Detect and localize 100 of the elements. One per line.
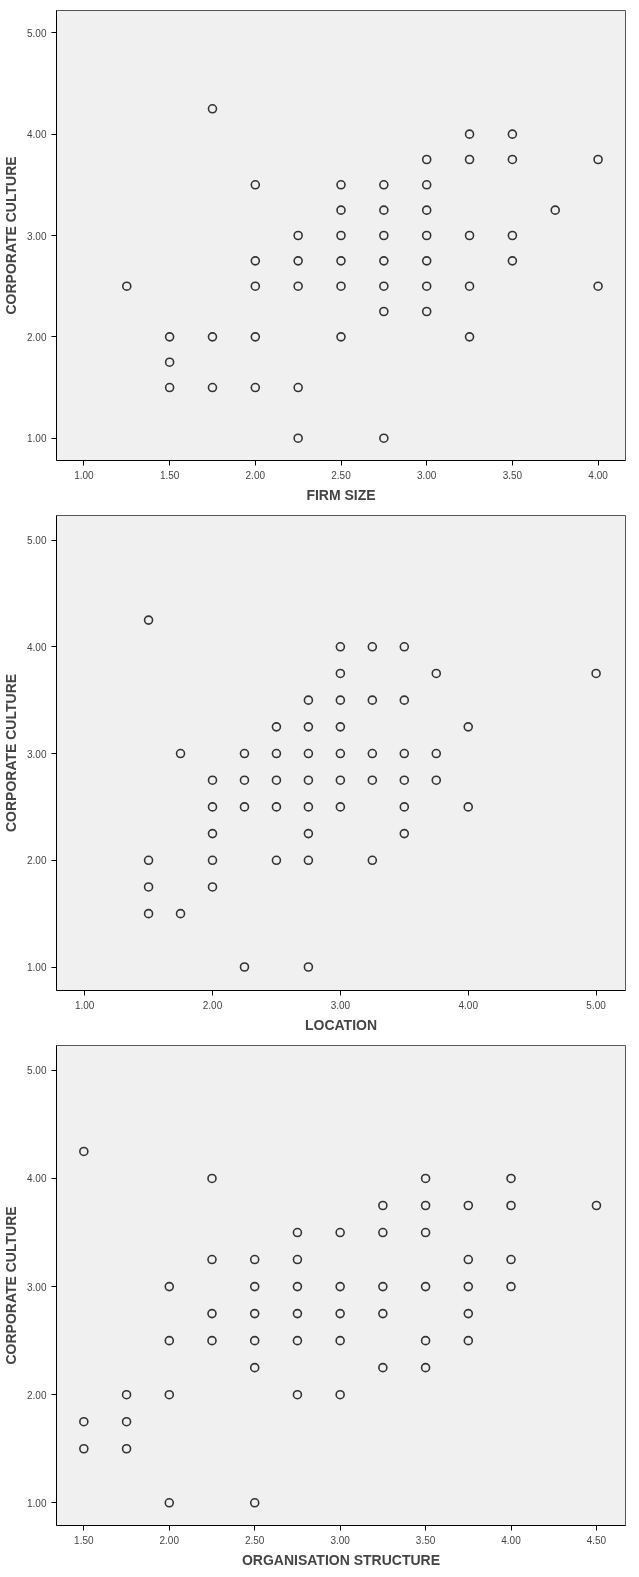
point xyxy=(507,129,518,139)
point xyxy=(420,1227,431,1238)
point xyxy=(292,1254,303,1265)
point xyxy=(121,1416,132,1427)
point xyxy=(420,1362,431,1373)
point xyxy=(463,1200,474,1211)
point xyxy=(239,775,250,786)
point xyxy=(591,668,601,679)
point xyxy=(399,828,410,839)
point xyxy=(249,1308,260,1319)
point xyxy=(175,748,186,759)
x-tick-label: 1.50 xyxy=(74,1534,95,1546)
point xyxy=(431,668,442,679)
point xyxy=(463,1308,474,1319)
point xyxy=(271,748,282,759)
point xyxy=(250,256,261,266)
point xyxy=(506,1281,516,1292)
point xyxy=(207,775,218,786)
point xyxy=(335,668,346,679)
point xyxy=(239,748,250,759)
point xyxy=(121,281,132,291)
point xyxy=(335,695,346,705)
point xyxy=(593,281,603,291)
point xyxy=(79,1443,89,1454)
point xyxy=(421,256,432,266)
point xyxy=(464,230,475,241)
point xyxy=(378,1200,388,1211)
x-tick-label: 4.00 xyxy=(588,469,609,481)
x-tick-label: 4.00 xyxy=(501,1534,522,1546)
point xyxy=(367,642,378,652)
x-tick-label: 2.50 xyxy=(244,1534,265,1546)
point xyxy=(292,1389,303,1400)
point xyxy=(143,882,154,892)
point xyxy=(335,1308,345,1319)
x-tick-label: 3.50 xyxy=(415,1534,436,1546)
point xyxy=(378,1227,388,1238)
point xyxy=(207,1335,217,1346)
x-axis-title: ORGANISATION STRUCTURE xyxy=(241,1551,441,1568)
point xyxy=(378,1308,388,1319)
point xyxy=(250,382,261,393)
point xyxy=(463,722,474,732)
point xyxy=(293,281,303,291)
point xyxy=(250,281,261,291)
point xyxy=(239,802,250,812)
point xyxy=(335,748,346,759)
point xyxy=(335,775,346,786)
point xyxy=(421,281,432,291)
point xyxy=(336,256,346,266)
point xyxy=(421,154,432,165)
point xyxy=(507,230,518,241)
point xyxy=(303,802,314,812)
point xyxy=(335,802,346,812)
point xyxy=(507,154,518,165)
point xyxy=(164,332,175,342)
point xyxy=(164,1335,175,1346)
x-tick-label: 2.00 xyxy=(159,1534,180,1546)
point xyxy=(464,281,475,291)
x-tick-label: 4.00 xyxy=(458,999,479,1011)
point xyxy=(399,695,410,705)
x-tick-label: 3.00 xyxy=(330,1534,351,1546)
point xyxy=(303,722,314,732)
point xyxy=(292,1281,303,1292)
point xyxy=(207,855,218,866)
x-tick-label: 3.00 xyxy=(416,469,437,481)
point xyxy=(303,775,314,786)
point xyxy=(303,828,314,839)
point xyxy=(335,642,346,652)
point xyxy=(464,154,475,165)
point xyxy=(367,775,378,786)
point xyxy=(399,775,410,786)
point xyxy=(79,1416,89,1427)
point xyxy=(164,382,175,393)
y-tick-label: 5.00 xyxy=(27,535,47,547)
y-axis-title: CORPORATE CULTURE xyxy=(3,673,20,833)
point xyxy=(207,802,218,812)
point xyxy=(207,1173,217,1184)
point xyxy=(271,802,282,812)
y-tick-label: 3.00 xyxy=(27,230,47,242)
y-tick-label: 1.00 xyxy=(27,962,47,974)
point xyxy=(421,205,432,215)
point xyxy=(249,1335,260,1346)
y-tick-label: 1.00 xyxy=(27,433,47,445)
point xyxy=(292,1335,303,1346)
point xyxy=(303,695,314,705)
point xyxy=(164,1389,175,1400)
point xyxy=(421,230,432,241)
point xyxy=(463,1335,474,1346)
point xyxy=(379,281,389,291)
point xyxy=(79,1146,89,1157)
x-tick-label: 2.00 xyxy=(245,469,266,481)
point xyxy=(292,1308,303,1319)
point xyxy=(367,748,378,759)
y-tick-label: 1.00 xyxy=(27,1497,47,1509)
point xyxy=(335,1227,345,1238)
point xyxy=(421,306,432,317)
point xyxy=(379,256,389,266)
point xyxy=(507,256,518,266)
point xyxy=(207,332,218,342)
point xyxy=(335,1389,345,1400)
point xyxy=(335,1335,345,1346)
